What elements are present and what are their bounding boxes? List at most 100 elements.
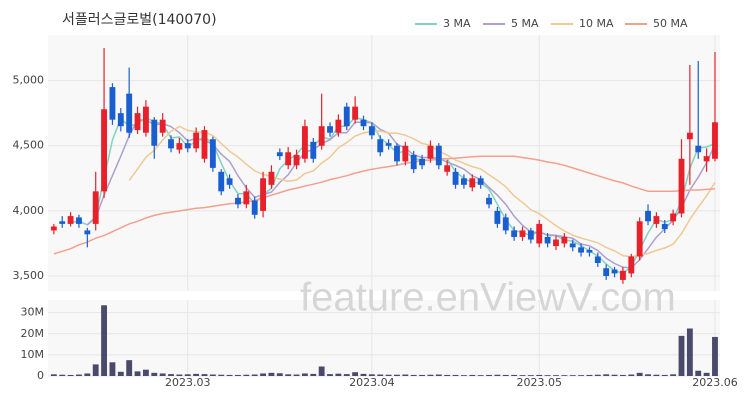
volume-bar — [293, 374, 300, 376]
y-tick-label: 4,000 — [13, 204, 45, 217]
candle-body — [594, 256, 601, 263]
volume-bar — [301, 373, 308, 376]
candle-body — [352, 106, 359, 120]
candle-body — [653, 216, 660, 224]
candle-body — [486, 197, 492, 205]
x-tick-label: 2023.04 — [349, 376, 395, 389]
candle-body — [134, 113, 141, 131]
volume-bar — [486, 374, 492, 376]
volume-bar — [260, 373, 267, 376]
candle-body — [569, 243, 576, 248]
volume-bar — [561, 375, 568, 376]
candle-body — [235, 197, 241, 205]
candle-body — [209, 139, 216, 168]
candle-body — [368, 126, 375, 136]
candle-body — [67, 216, 74, 224]
volume-bar — [109, 362, 116, 376]
volume-bar — [544, 375, 551, 376]
y-tick-label: 3,500 — [13, 269, 45, 282]
volume-bar — [377, 374, 384, 376]
volume-bar — [276, 373, 283, 376]
volume-bar — [368, 374, 375, 376]
volume-bar — [92, 364, 99, 376]
volume-bar — [511, 374, 518, 376]
candle-body — [142, 106, 149, 133]
volume-bar — [494, 374, 501, 376]
candle-body — [260, 178, 267, 211]
candle-body — [519, 230, 526, 237]
volume-bar — [218, 374, 225, 376]
candle-body — [184, 143, 191, 149]
candle-body — [193, 132, 200, 149]
volume-bar — [402, 374, 409, 376]
volume-bar — [519, 375, 526, 376]
candle-body — [394, 145, 400, 162]
candle-body — [410, 154, 417, 170]
candle-body — [377, 139, 384, 153]
candle-body — [268, 171, 275, 185]
candle-body — [126, 93, 133, 133]
candle-body — [670, 213, 677, 222]
volume-bar — [712, 336, 718, 376]
candle-body — [50, 226, 57, 231]
volume-bar — [619, 374, 626, 376]
y-tick-label: 0 — [37, 369, 44, 382]
volume-bar — [611, 374, 618, 376]
candle-body — [703, 156, 710, 162]
candle-body — [59, 221, 66, 224]
candle-body — [452, 171, 459, 185]
candle-body — [435, 145, 442, 166]
legend-label: 5 MA — [511, 17, 539, 30]
volume-bar — [59, 374, 66, 376]
x-tick-label: 2023.03 — [165, 376, 211, 389]
candle-body — [318, 126, 325, 146]
candle-body — [477, 178, 484, 185]
candle-body — [544, 236, 551, 244]
volume-bar — [477, 375, 484, 376]
candle-body — [603, 268, 610, 277]
volume-bar — [159, 373, 166, 376]
legend-label: 10 MA — [579, 17, 614, 30]
volume-bar — [427, 374, 434, 376]
candle-body — [460, 178, 467, 185]
volume-bar — [243, 374, 250, 376]
candle-body — [109, 87, 116, 120]
candle-body — [301, 126, 308, 159]
volume-bar — [126, 360, 133, 376]
volume-bar — [653, 374, 660, 376]
y-tick-label: 20M — [21, 327, 45, 340]
volume-bar — [184, 374, 191, 376]
candle-body — [469, 178, 476, 188]
candle-body — [251, 200, 258, 215]
candle-body — [645, 210, 651, 222]
candle-body — [611, 269, 618, 274]
volume-bar — [335, 373, 342, 376]
candle-body — [293, 154, 300, 166]
candle-body — [427, 145, 434, 159]
candle-body — [661, 223, 668, 230]
y-tick-label: 5,000 — [13, 74, 45, 87]
volume-bar — [628, 374, 635, 376]
y-tick-label: 30M — [21, 306, 45, 319]
volume-bar — [661, 374, 668, 376]
volume-bar — [84, 373, 91, 376]
ma-line — [128, 125, 716, 258]
candle-body — [226, 178, 233, 185]
ma-line — [53, 155, 716, 255]
volume-bar — [594, 374, 601, 376]
volume-bar — [536, 374, 543, 376]
volume-bar — [460, 375, 467, 376]
volume-bar — [117, 371, 124, 376]
candle-body — [678, 158, 685, 214]
candle-body — [695, 145, 702, 153]
volume-bar — [193, 373, 200, 376]
volume-bar — [586, 374, 593, 376]
price-panel — [48, 35, 720, 291]
volume-bar — [703, 372, 710, 376]
volume-bar — [435, 374, 442, 376]
candle-body — [686, 132, 693, 140]
volume-bar — [343, 374, 350, 376]
candle-body — [553, 239, 559, 247]
candle-body — [218, 171, 225, 192]
